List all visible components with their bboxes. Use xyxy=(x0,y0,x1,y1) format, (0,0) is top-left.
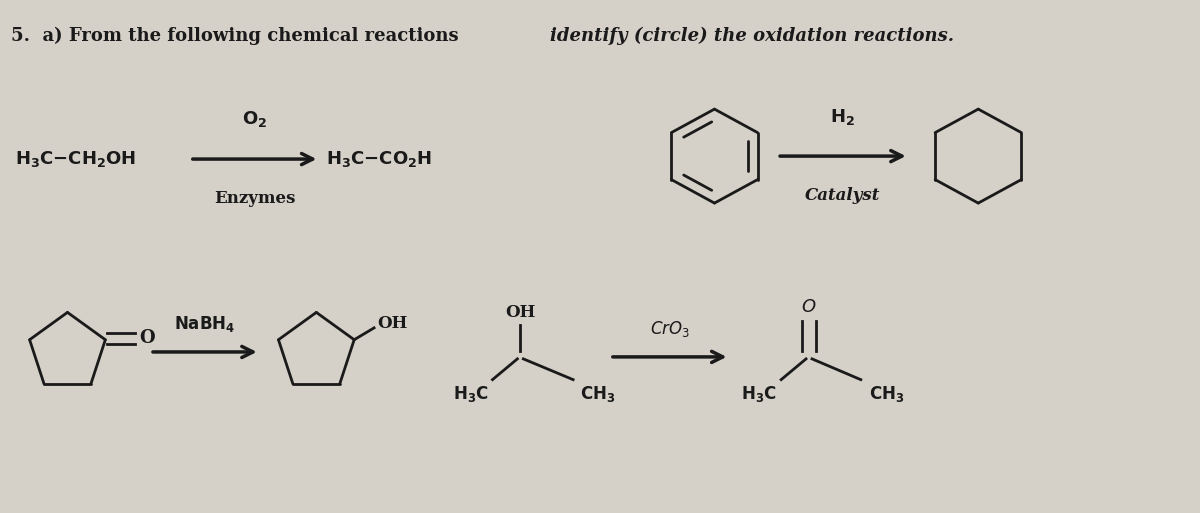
Text: Enzymes: Enzymes xyxy=(214,190,295,207)
Text: identify (circle) the oxidation reactions.: identify (circle) the oxidation reaction… xyxy=(551,26,954,45)
Text: $\mathbf{CH_3}$: $\mathbf{CH_3}$ xyxy=(580,384,616,404)
Text: $\mathbf{CH_3}$: $\mathbf{CH_3}$ xyxy=(869,384,904,404)
Text: $\mathbf{H_3C{-}CO_2H}$: $\mathbf{H_3C{-}CO_2H}$ xyxy=(326,149,432,169)
Text: $\mathbf{H_2}$: $\mathbf{H_2}$ xyxy=(830,107,856,127)
Text: O: O xyxy=(139,329,155,347)
Text: 5.  a) From the following chemical reactions: 5. a) From the following chemical reacti… xyxy=(11,26,464,45)
Text: OH: OH xyxy=(505,304,535,321)
Text: OH: OH xyxy=(377,315,408,332)
Text: $\mathit{O}$: $\mathit{O}$ xyxy=(802,299,817,317)
Text: $\mathbf{H_3C}$: $\mathbf{H_3C}$ xyxy=(452,384,488,404)
Text: $\mathbf{NaBH_4}$: $\mathbf{NaBH_4}$ xyxy=(174,314,235,334)
Text: $\mathbf{H_3C}$: $\mathbf{H_3C}$ xyxy=(742,384,778,404)
Text: Catalyst: Catalyst xyxy=(805,187,881,204)
Text: $\mathit{CrO_3}$: $\mathit{CrO_3}$ xyxy=(649,319,690,339)
Text: $\mathbf{O_2}$: $\mathbf{O_2}$ xyxy=(242,109,268,129)
Text: $\mathbf{H_3C{-}CH_2OH}$: $\mathbf{H_3C{-}CH_2OH}$ xyxy=(14,149,136,169)
